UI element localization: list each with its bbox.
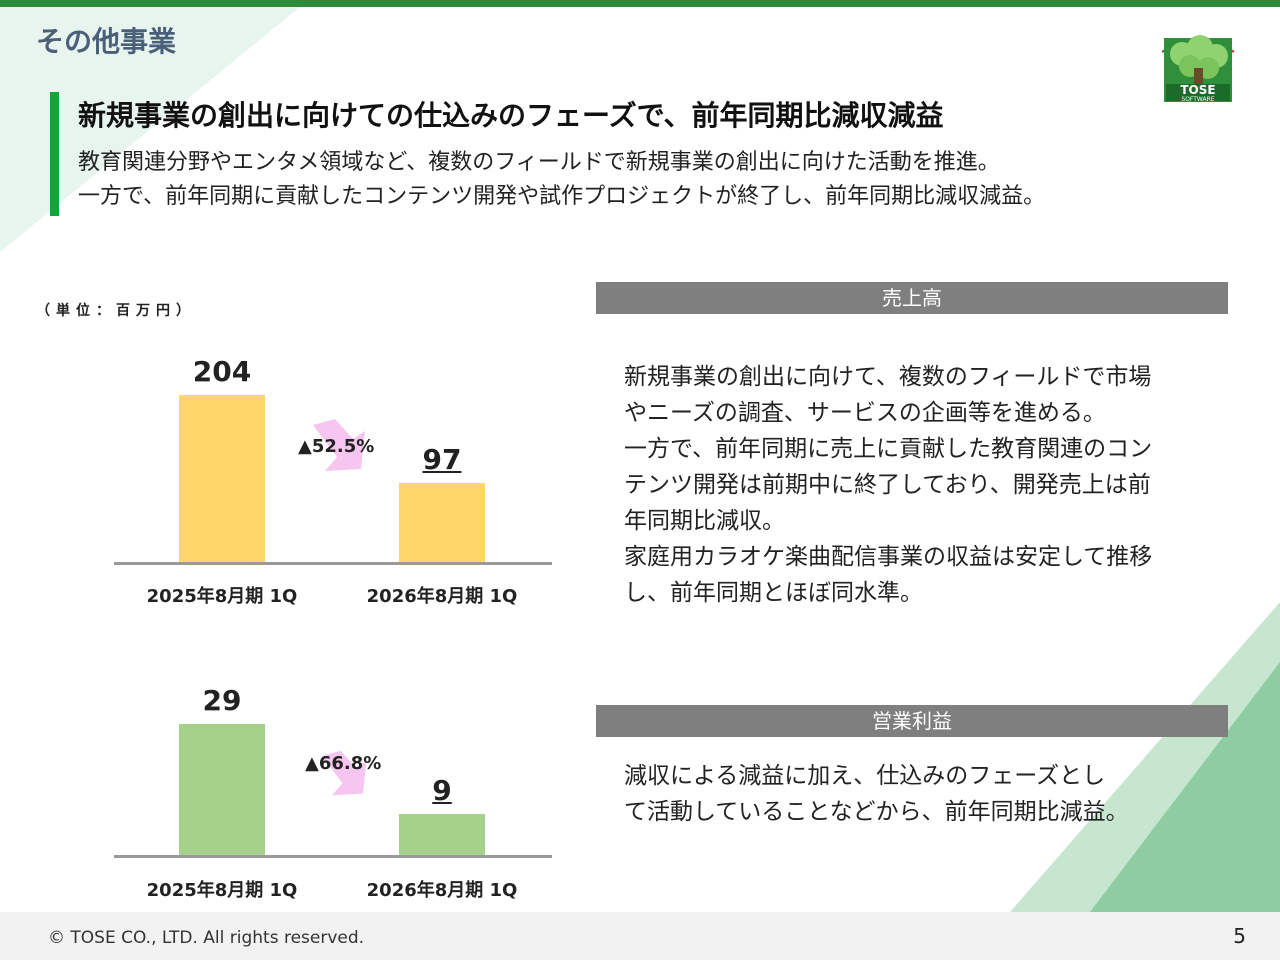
operating-profit-chart: ▲66.8% 29 9 2025年8月期 1Q 2026年8月期 1Q bbox=[100, 670, 570, 910]
sales-panel-line: 新規事業の創出に向けて、複数のフィールドで市場 bbox=[624, 364, 1152, 390]
copyright-text: © TOSE CO., LTD. All rights reserved. bbox=[48, 928, 365, 948]
footer-bar bbox=[0, 912, 1280, 960]
top-accent-bar bbox=[0, 0, 1280, 7]
profit-bar-curr bbox=[399, 814, 485, 855]
sales-value-curr: 97 bbox=[422, 443, 462, 476]
sales-panel-line: 家庭用カラオケ楽曲配信事業の収益は安定して推移 bbox=[624, 544, 1153, 570]
unit-label: （単位：百万円） bbox=[36, 303, 196, 319]
profit-panel-text: 減収による減益に加え、仕込みのフェーズとし て活動していることなどから、前年同期… bbox=[624, 758, 1214, 830]
logo-main-text: TOSE bbox=[1180, 83, 1215, 97]
profit-panel-header: 営業利益 bbox=[596, 705, 1228, 737]
headline-accent-bar bbox=[50, 92, 59, 216]
sales-chart: ▲52.5% 204 97 2025年8月期 1Q 2026年8月期 1Q bbox=[100, 350, 570, 610]
summary-line-1: 教育関連分野やエンタメ領域など、複数のフィールドで新規事業の創出に向けた活動を推… bbox=[78, 150, 1000, 175]
headline: 新規事業の創出に向けての仕込みのフェーズで、前年同期比減収減益 bbox=[78, 99, 944, 132]
sales-panel-line: 一方で、前年同期に売上に貢献した教育関連のコン bbox=[624, 436, 1153, 462]
sales-value-prev: 204 bbox=[192, 355, 252, 388]
tose-software-logo: TOSE SOFTWARE bbox=[1161, 35, 1235, 103]
decrease-arrow-icon bbox=[313, 419, 365, 471]
sales-panel-line: テンツ開発は前期中に終了しており、開発売上は前 bbox=[624, 472, 1151, 498]
summary-line-2: 一方で、前年同期に貢献したコンテンツ開発や試作プロジェクトが終了し、前年同期比減… bbox=[78, 184, 1046, 209]
profit-category-curr: 2026年8月期 1Q bbox=[366, 880, 518, 901]
section-title: その他事業 bbox=[36, 25, 177, 58]
profit-value-curr: 9 bbox=[432, 774, 452, 807]
sales-baseline bbox=[114, 562, 552, 565]
profit-panel-line: 減収による減益に加え、仕込みのフェーズとし bbox=[624, 763, 1106, 789]
sales-bar-curr bbox=[399, 483, 485, 562]
logo-sub-text: SOFTWARE bbox=[1181, 96, 1214, 103]
sales-panel-header: 売上高 bbox=[596, 282, 1228, 314]
profit-category-prev: 2025年8月期 1Q bbox=[146, 880, 298, 901]
decrease-arrow-icon bbox=[321, 750, 367, 796]
profit-value-prev: 29 bbox=[202, 684, 242, 717]
background-triangle-right-dark bbox=[1090, 662, 1280, 912]
profit-bar-prev bbox=[179, 724, 265, 855]
profit-change-label: ▲66.8% bbox=[305, 753, 382, 774]
sales-panel-line: し、前年同期とほぼ同水準。 bbox=[624, 580, 923, 606]
sales-category-curr: 2026年8月期 1Q bbox=[366, 586, 518, 607]
sales-panel-line: やニーズの調査、サービスの企画等を進める。 bbox=[624, 400, 1106, 426]
page-number: 5 bbox=[1233, 924, 1246, 948]
sales-panel-line: 年同期比減収。 bbox=[624, 508, 785, 534]
profit-panel-line: て活動していることなどから、前年同期比減益。 bbox=[624, 799, 1129, 825]
sales-panel-text: 新規事業の創出に向けて、複数のフィールドで市場 やニーズの調査、サービスの企画等… bbox=[624, 359, 1214, 611]
profit-baseline bbox=[114, 855, 552, 858]
sales-category-prev: 2025年8月期 1Q bbox=[146, 586, 298, 607]
sales-change-label: ▲52.5% bbox=[298, 436, 375, 457]
sales-bar-prev bbox=[179, 395, 265, 562]
